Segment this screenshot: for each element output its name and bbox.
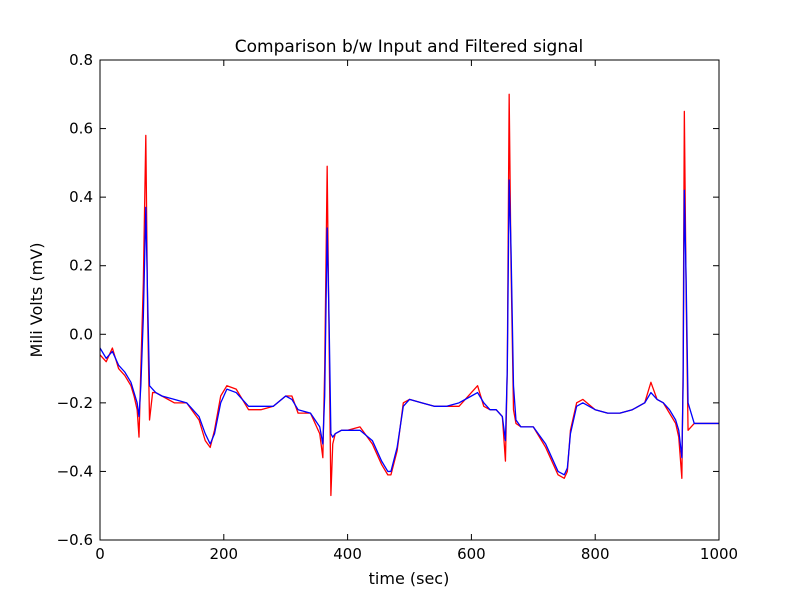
y-tick-label: −0.2	[57, 394, 93, 412]
y-tick-label: 0.2	[69, 257, 93, 275]
y-tick-label: 0.4	[69, 188, 93, 206]
x-tick-label: 400	[333, 545, 362, 563]
x-tick-label: 200	[209, 545, 238, 563]
x-tick-label: 800	[581, 545, 610, 563]
y-tick-label: 0.8	[69, 51, 93, 69]
y-axis-label: Mili Volts (mV)	[27, 243, 46, 358]
series-line-0	[99, 93, 719, 497]
series-line-1	[99, 179, 719, 476]
plot-frame	[99, 59, 720, 541]
series-layer	[99, 93, 719, 497]
ticks-layer: 0 200 400 600 800 1000 −0.6 −0.4 −0.2 0.0 0.2 0.4 0.…	[57, 51, 739, 563]
x-axis-label: time (sec)	[369, 569, 450, 588]
x-tick-label: 0	[95, 545, 105, 563]
x-tick-label: 1000	[700, 545, 738, 563]
y-tick-label: −0.4	[57, 462, 93, 480]
y-tick-label: −0.6	[57, 531, 93, 549]
y-tick-label: 0.0	[69, 325, 93, 343]
x-tick-label: 600	[457, 545, 486, 563]
y-tick-label: 0.6	[69, 120, 93, 138]
chart-title: Comparison b/w Input and Filtered signal	[235, 37, 584, 57]
